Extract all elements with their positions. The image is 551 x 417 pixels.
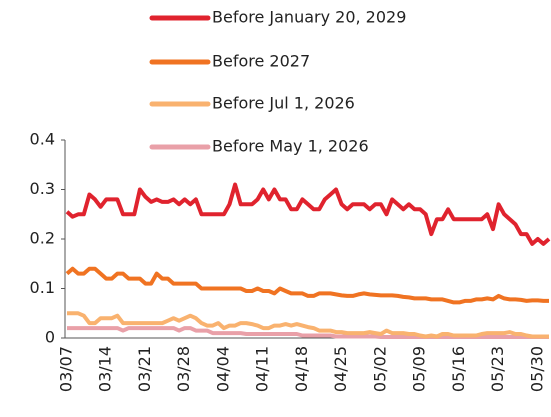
x-tick-label: 03/28 — [174, 346, 193, 392]
series-line — [65, 266, 549, 305]
y-tick-label: 0 — [45, 328, 55, 347]
x-tick-label: 03/14 — [96, 346, 115, 392]
x-tick-label: 05/09 — [410, 346, 429, 392]
legend-label: Before January 20, 2029 — [212, 8, 406, 27]
legend-label: Before May 1, 2026 — [212, 137, 369, 156]
x-tick-label: 05/30 — [527, 346, 546, 392]
y-tick-label: 0.4 — [30, 130, 55, 149]
x-tick-label: 04/11 — [253, 346, 272, 392]
x-tick-label: 04/04 — [213, 346, 232, 392]
y-tick-label: 0.3 — [30, 179, 55, 198]
x-tick-label: 04/25 — [331, 346, 350, 392]
y-tick-label: 0.1 — [30, 278, 55, 297]
x-tick-label: 03/07 — [57, 346, 76, 392]
x-tick-label: 05/02 — [370, 346, 389, 392]
legend-label: Before Jul 1, 2026 — [212, 94, 355, 113]
x-tick-label: 03/21 — [135, 346, 154, 392]
legend-label: Before 2027 — [212, 52, 310, 71]
x-tick-label: 05/16 — [449, 346, 468, 392]
y-tick-label: 0.2 — [30, 229, 55, 248]
series-line — [67, 311, 549, 339]
x-tick-label: 05/23 — [488, 346, 507, 392]
series-line — [65, 182, 551, 246]
x-tick-label: 04/18 — [292, 346, 311, 392]
